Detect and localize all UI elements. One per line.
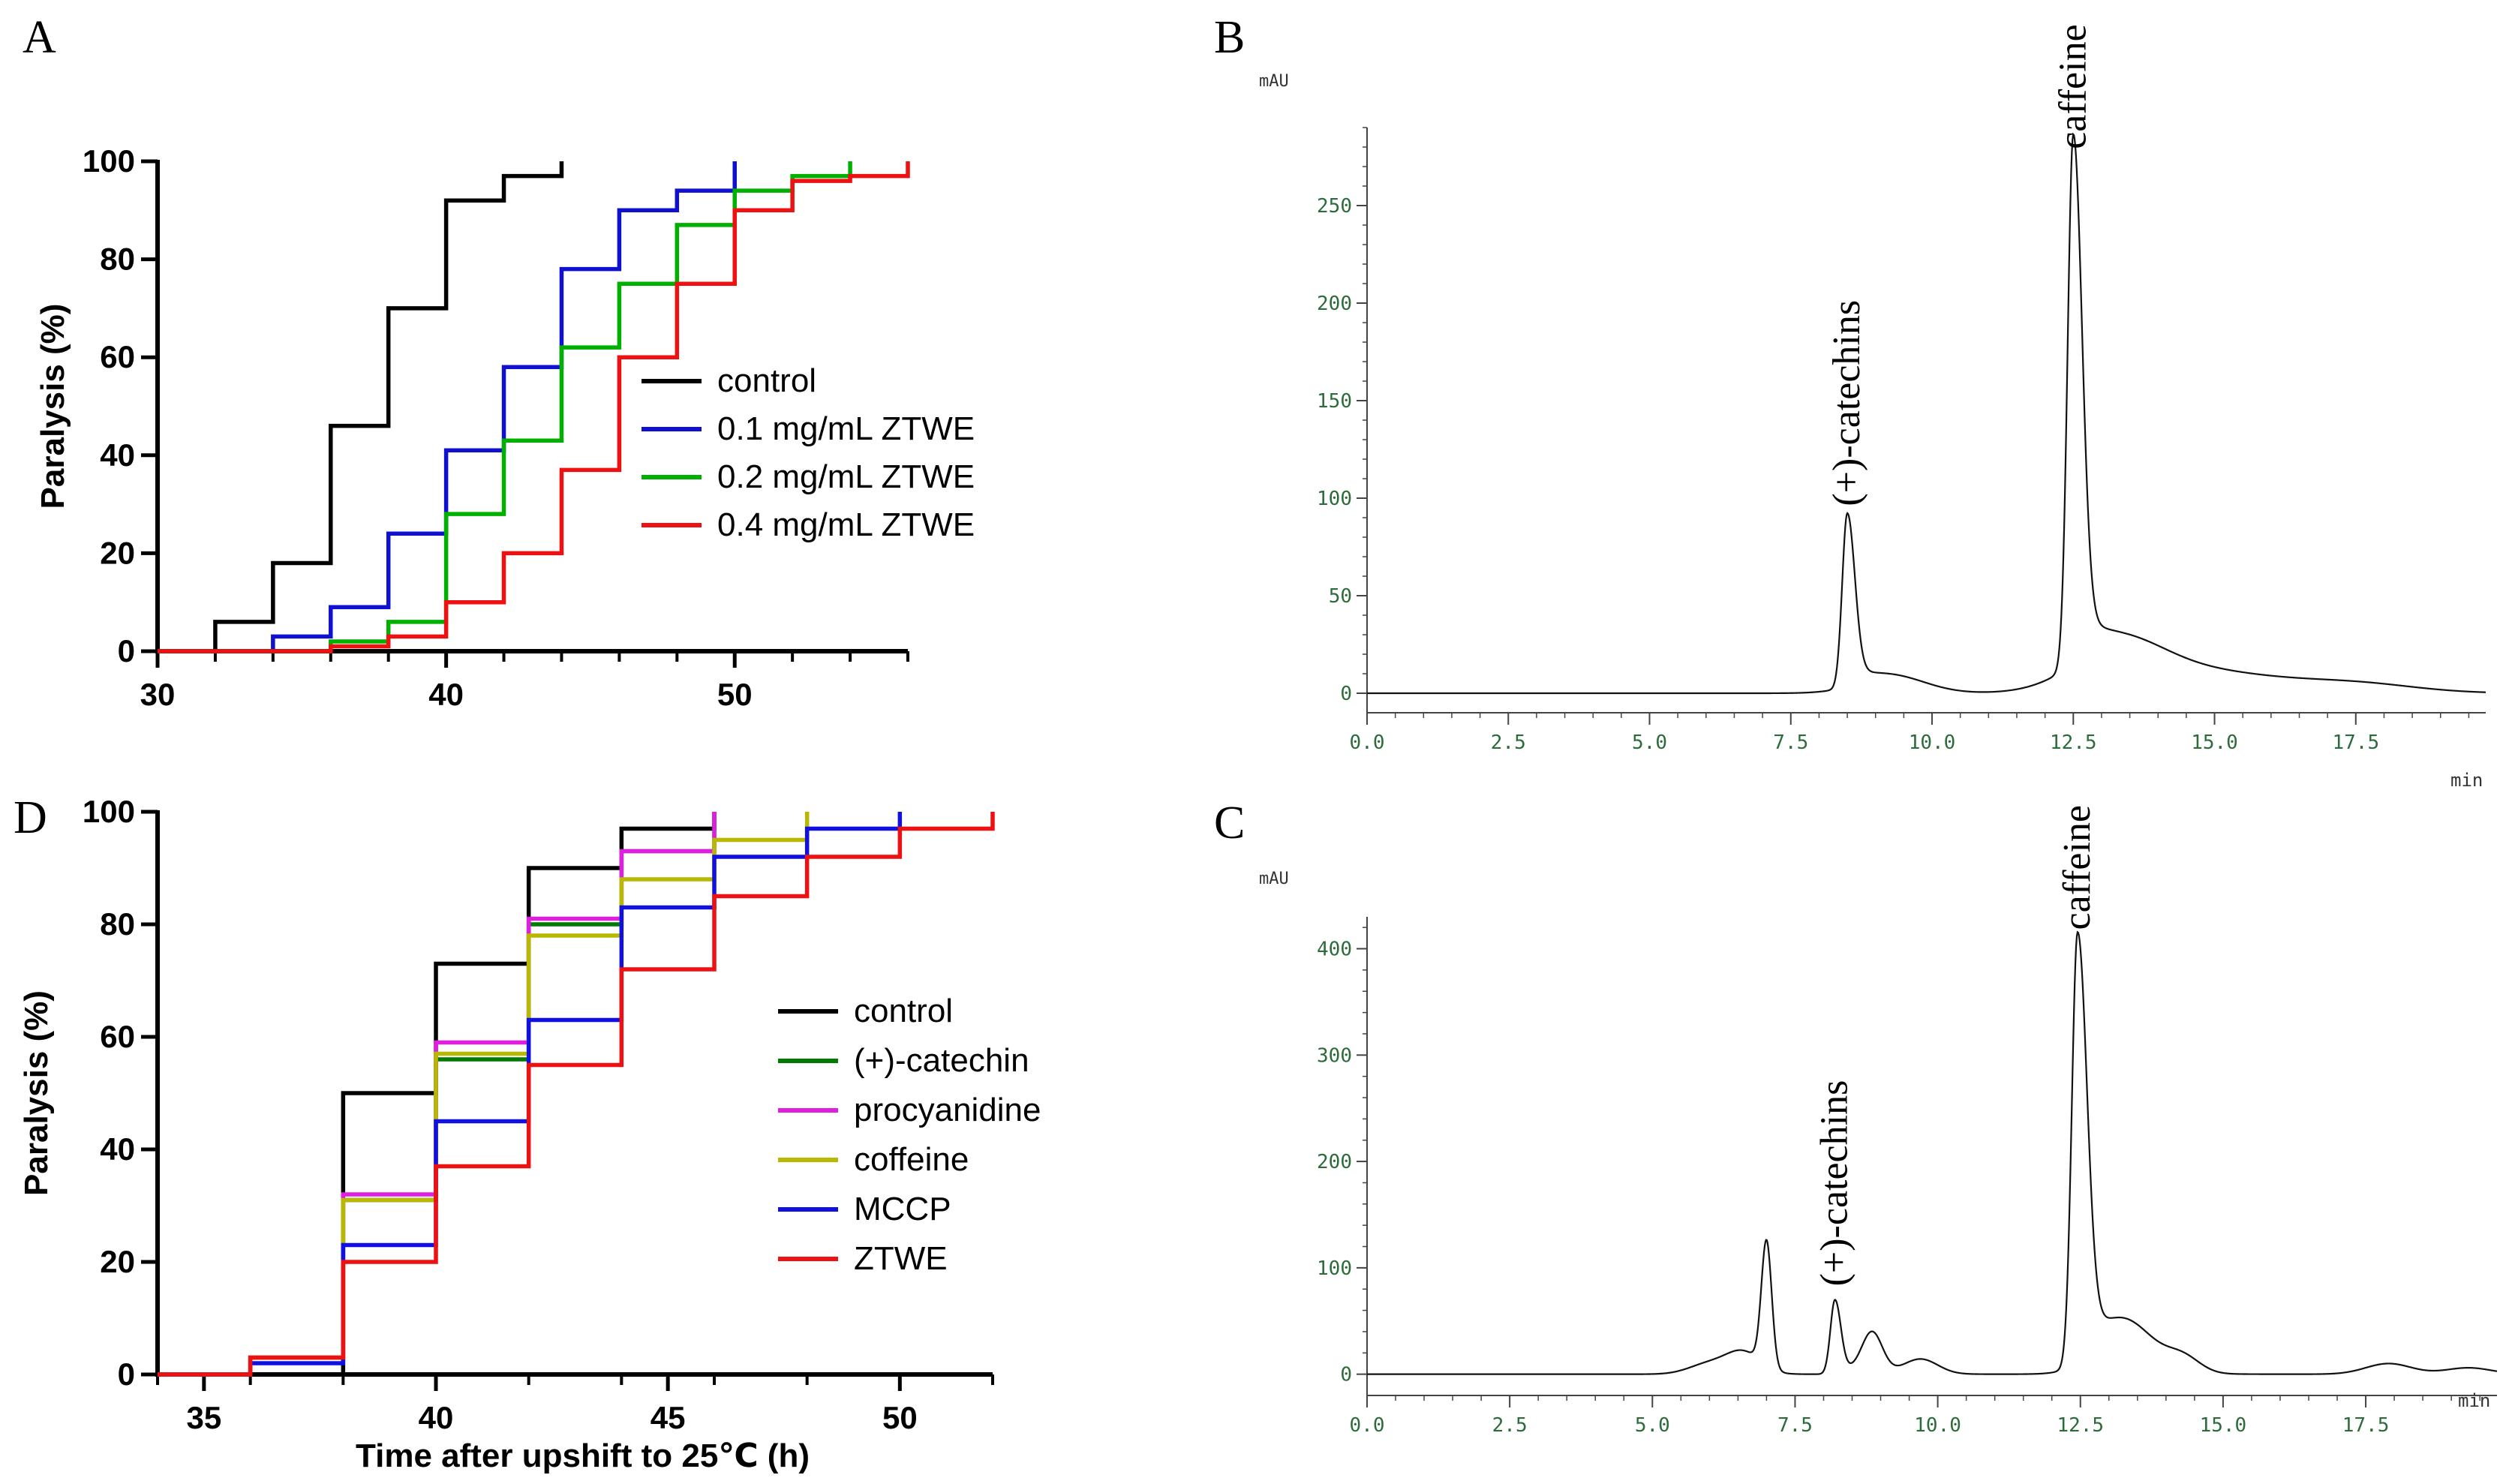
- panel-a: A 0 20 40 60 80 100 30 40 50 Paralysis (%) control 0…: [23, 12, 975, 712]
- y-unit-label: mAU: [1259, 870, 1289, 888]
- legend-label-2: 0.2 mg/mL ZTWE: [717, 458, 975, 495]
- y-tick-label: 50: [1329, 585, 1352, 608]
- x-tick-label: 40: [428, 677, 464, 712]
- series-line-4: [158, 812, 903, 1377]
- peak-label-1: caffeine: [2051, 24, 2094, 149]
- x-tick-label: 10.0: [1914, 1414, 1961, 1437]
- y-tick-label: 100: [83, 143, 135, 179]
- x-axis-label: Time after upshift to 25℃ (h): [356, 1437, 810, 1474]
- y-tick-label: 0: [118, 633, 135, 668]
- x-tick-label: 15.0: [2191, 731, 2238, 754]
- x-tick-label: 5.0: [1632, 731, 1667, 754]
- y-tick-label: 100: [1317, 1257, 1352, 1280]
- peak-label-0: (+)-catechins: [1813, 1080, 1856, 1287]
- y-tick-label: 80: [100, 242, 135, 277]
- series-line-0: [158, 161, 564, 653]
- x-tick-label: 0.0: [1350, 1414, 1385, 1437]
- x-tick-label: 17.5: [2342, 1414, 2390, 1437]
- x-tick-label: 35: [186, 1400, 221, 1435]
- y-tick-label: 60: [100, 339, 135, 374]
- y-tick-label: 250: [1317, 195, 1352, 218]
- series-line-5: [158, 812, 995, 1377]
- x-tick-label: 0.0: [1350, 731, 1385, 754]
- panel-label: A: [23, 12, 56, 63]
- legend-label-3: coffeine: [854, 1141, 969, 1178]
- y-tick-label: 0: [1340, 683, 1352, 705]
- y-tick-label: 100: [83, 794, 135, 829]
- legend-label-3: 0.4 mg/mL ZTWE: [717, 506, 975, 543]
- x-unit-label: min: [2450, 770, 2483, 791]
- legend-label-2: procyanidine: [854, 1092, 1041, 1128]
- y-tick-label: 200: [1317, 293, 1352, 315]
- x-tick-label: 15.0: [2200, 1414, 2247, 1437]
- legend-label-1: 0.1 mg/mL ZTWE: [717, 410, 975, 447]
- y-axis-label: Paralysis (%): [18, 990, 55, 1196]
- x-tick-label: 12.5: [2050, 731, 2097, 754]
- legend-label-0: control: [717, 362, 816, 399]
- y-tick-label: 60: [100, 1019, 135, 1054]
- y-tick-label: 200: [1317, 1151, 1352, 1173]
- y-tick-label: 100: [1317, 488, 1352, 510]
- panel-label: B: [1214, 12, 1245, 63]
- x-tick-label: 50: [717, 677, 753, 712]
- x-tick-label: 7.5: [1773, 731, 1808, 754]
- legend-label-4: MCCP: [854, 1191, 951, 1227]
- x-tick-label: 10.0: [1909, 731, 1956, 754]
- y-tick-label: 0: [118, 1356, 135, 1392]
- y-tick-label: 300: [1317, 1044, 1352, 1067]
- x-tick-label: 17.5: [2332, 731, 2379, 754]
- legend-label-5: ZTWE: [854, 1240, 948, 1277]
- x-tick-label: 7.5: [1777, 1414, 1813, 1437]
- x-tick-label: 12.5: [2057, 1414, 2104, 1437]
- chromatogram-trace: [1367, 132, 2486, 695]
- panel-label: C: [1214, 798, 1245, 849]
- x-tick-label: 5.0: [1635, 1414, 1670, 1437]
- x-tick-label: 45: [651, 1400, 686, 1435]
- peak-label-0: (+)-catechins: [1825, 300, 1868, 506]
- panel-label: D: [14, 792, 47, 843]
- chromatogram-trace: [1367, 930, 2498, 1375]
- y-tick-label: 150: [1317, 390, 1352, 413]
- y-tick-label: 40: [100, 1131, 135, 1167]
- x-tick-label: 30: [140, 677, 176, 712]
- y-axis-label: Paralysis (%): [35, 304, 71, 509]
- legend-label-0: control: [854, 993, 953, 1029]
- panel-d: D 0 20 40 60 80 100 35 40 45 50 Paralysis (%) Time a…: [14, 792, 1041, 1474]
- y-tick-label: 0: [1340, 1364, 1352, 1386]
- x-tick-label: 50: [882, 1400, 918, 1435]
- legend-label-1: (+)-catechin: [854, 1042, 1029, 1079]
- y-tick-label: 400: [1317, 939, 1352, 961]
- series-line-3: [158, 812, 810, 1377]
- x-tick-label: 2.5: [1492, 1414, 1528, 1437]
- y-unit-label: mAU: [1259, 72, 1289, 91]
- x-unit-label: min: [2458, 1390, 2490, 1411]
- y-tick-label: 40: [100, 437, 135, 473]
- x-tick-label: 40: [419, 1400, 454, 1435]
- y-tick-label: 80: [100, 906, 135, 942]
- peak-label-1: caffeine: [2056, 805, 2099, 930]
- y-tick-label: 20: [100, 535, 135, 570]
- y-tick-label: 20: [100, 1244, 135, 1279]
- series-line-3: [158, 161, 910, 653]
- x-tick-label: 2.5: [1491, 731, 1526, 754]
